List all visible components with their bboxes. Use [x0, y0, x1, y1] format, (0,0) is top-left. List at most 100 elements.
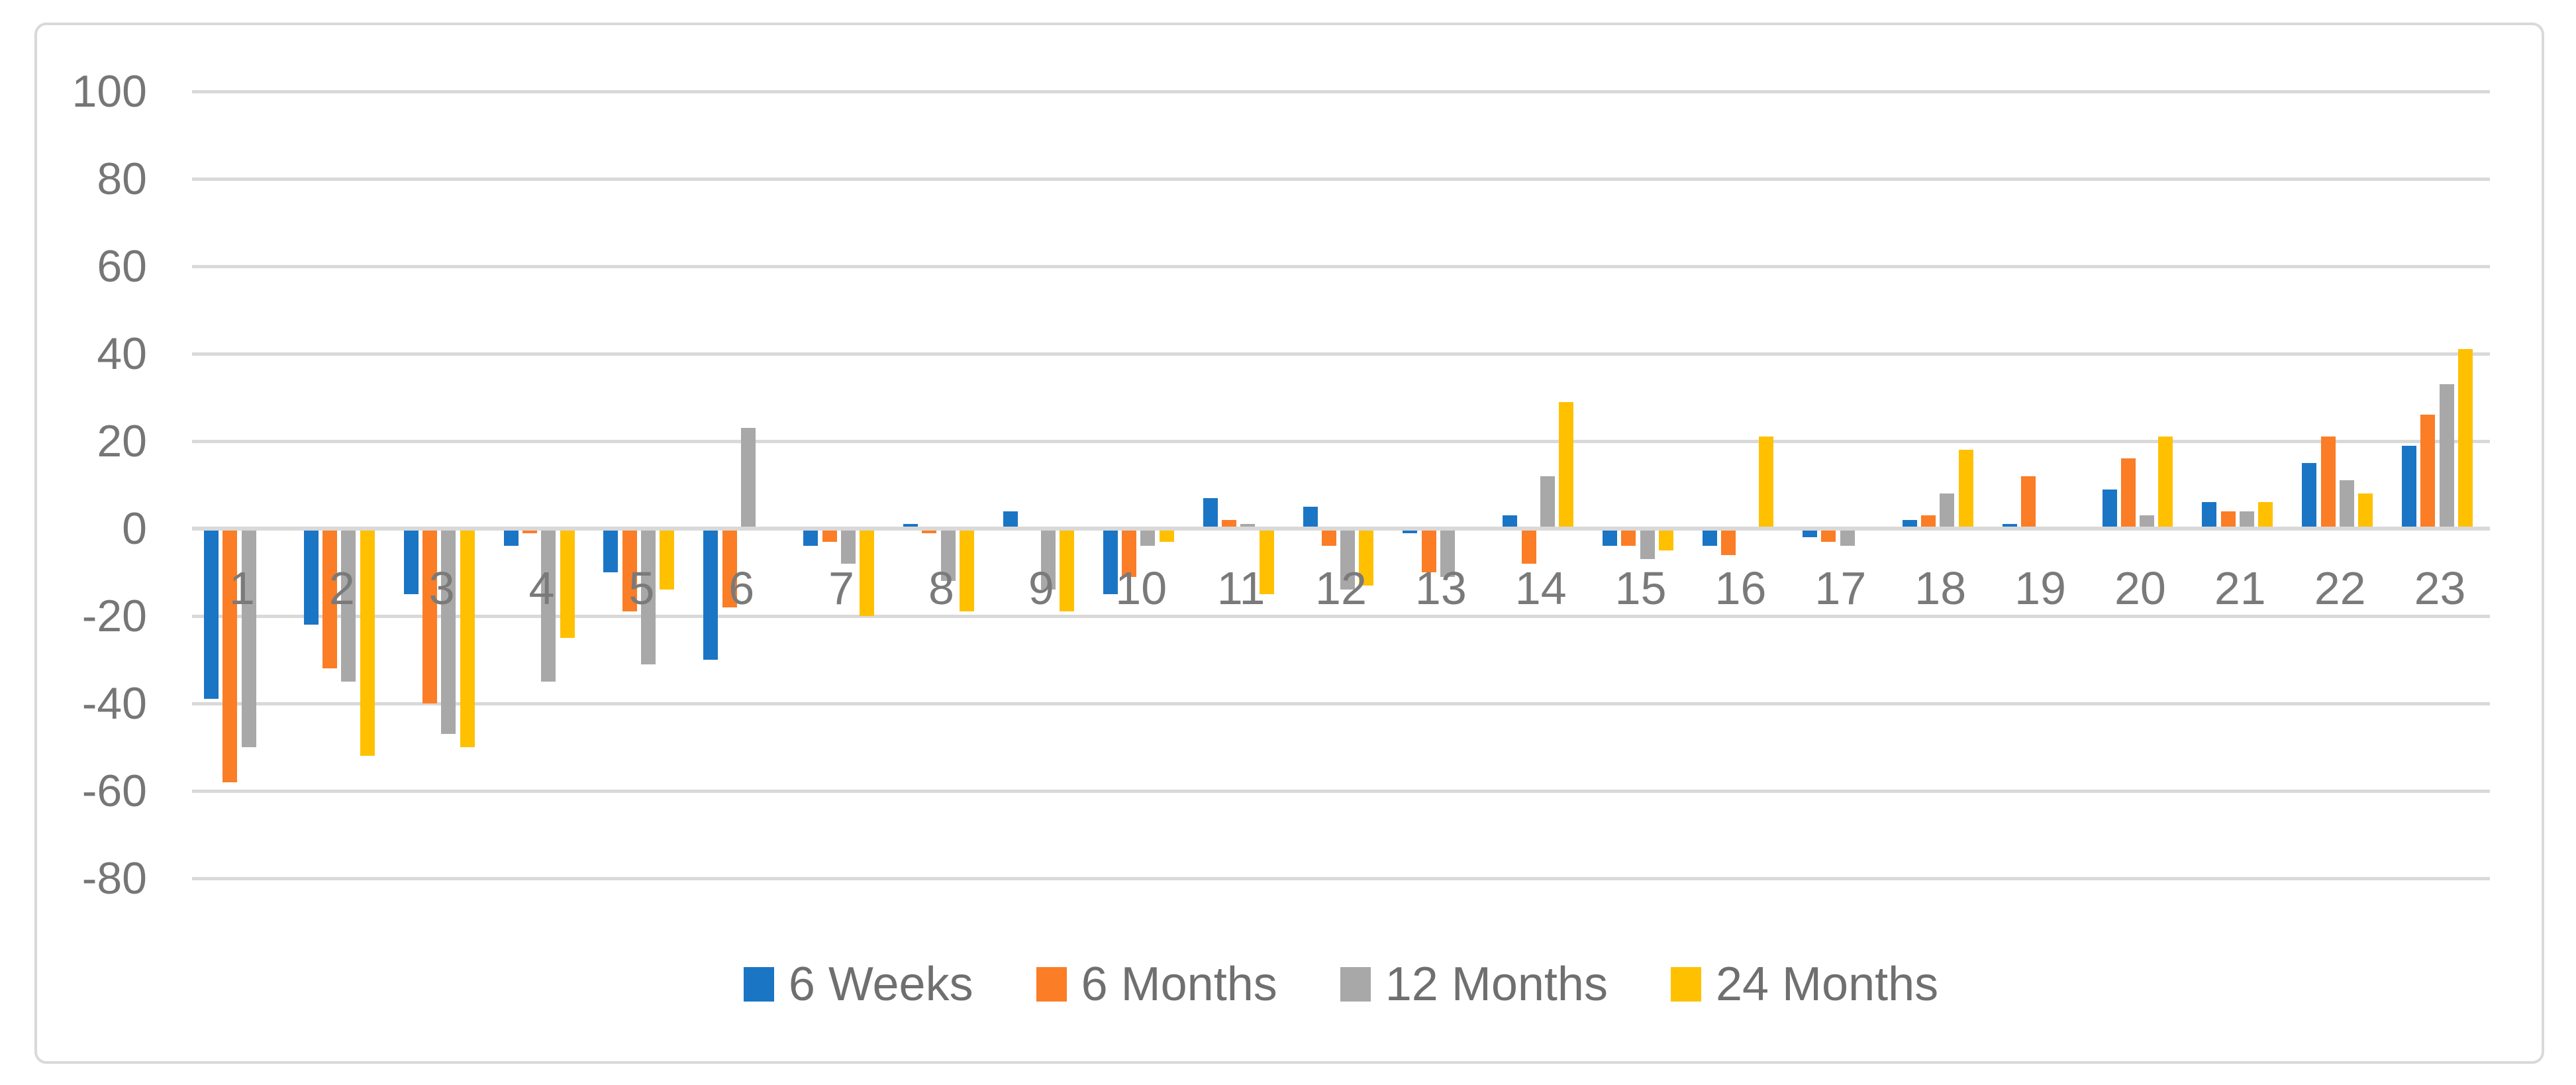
bar-6-weeks-cat-4 [503, 529, 519, 546]
x-axis-tick-label: 5 [628, 562, 655, 614]
bar-12-months-cat-21 [2239, 511, 2254, 529]
legend-swatch-12-months [1340, 967, 1371, 1002]
bar-6-weeks-cat-22 [2302, 463, 2317, 529]
bar-24-months-cat-18 [1958, 450, 1973, 529]
bar-6-months-cat-7 [822, 529, 837, 542]
bar-24-months-cat-11 [1259, 529, 1274, 594]
bar-12-months-cat-4 [541, 529, 556, 682]
x-axis-tick-label: 19 [2014, 562, 2066, 614]
x-axis-tick-label: 13 [1414, 562, 1467, 614]
bar-6-weeks-cat-12 [1303, 507, 1318, 529]
y-axis-tick-label: -60 [81, 766, 147, 816]
gridline [192, 615, 2490, 618]
legend-label: 6 Months [1081, 958, 1277, 1011]
bar-6-weeks-cat-18 [1902, 519, 1917, 529]
bar-6-weeks-cat-21 [2202, 502, 2217, 529]
bar-12-months-cat-1 [241, 529, 256, 747]
bar-24-months-cat-16 [1758, 437, 1773, 529]
bar-6-months-cat-1 [223, 529, 238, 782]
bar-12-months-cat-5 [641, 529, 656, 664]
y-axis-tick-label: 80 [97, 154, 147, 204]
bar-6-months-cat-22 [2320, 437, 2336, 529]
bar-6-months-cat-16 [1721, 529, 1736, 555]
bar-6-weeks-cat-9 [1003, 511, 1018, 529]
bar-6-weeks-cat-11 [1203, 497, 1218, 529]
gridline [192, 877, 2490, 880]
bar-6-months-cat-8 [922, 529, 937, 533]
bar-6-weeks-cat-1 [204, 529, 219, 699]
bar-24-months-cat-7 [860, 529, 875, 616]
x-axis-tick-label: 20 [2114, 562, 2166, 614]
x-axis-tick-label: 12 [1315, 562, 1367, 614]
bar-6-weeks-cat-7 [803, 529, 818, 546]
y-axis-tick-label: 20 [97, 416, 147, 466]
bar-24-months-cat-15 [1659, 529, 1674, 550]
y-axis-tick-label: -20 [81, 591, 147, 641]
legend-item-12-months: 12 Months [1340, 959, 1608, 1009]
gridline [192, 265, 2490, 268]
x-axis-tick-label: 6 [728, 562, 755, 614]
x-axis-tick-label: 8 [928, 562, 954, 614]
gridline [192, 90, 2490, 93]
bar-6-weeks-cat-17 [1802, 529, 1817, 538]
bar-6-months-cat-18 [1921, 515, 1936, 529]
bar-6-weeks-cat-8 [903, 524, 918, 529]
x-axis-tick-label: 17 [1814, 562, 1867, 614]
y-axis-tick-label: 0 [122, 503, 147, 554]
bar-6-weeks-cat-5 [603, 529, 619, 572]
y-axis-tick-label: 60 [97, 241, 147, 291]
gridline [192, 352, 2490, 356]
legend-item-24-months: 24 Months [1670, 959, 1938, 1009]
bar-24-months-cat-21 [2258, 502, 2273, 529]
bar-6-months-cat-4 [522, 529, 537, 533]
bar-24-months-cat-5 [660, 529, 675, 590]
bar-24-months-cat-10 [1159, 529, 1174, 542]
x-axis-tick-label: 7 [828, 562, 855, 614]
bar-24-months-cat-3 [460, 529, 475, 747]
x-axis-tick-label: 14 [1514, 562, 1567, 614]
bar-6-months-cat-19 [2020, 476, 2036, 529]
bar-6-months-cat-14 [1521, 529, 1536, 564]
x-axis-tick-label: 10 [1115, 562, 1167, 614]
bar-6-weeks-cat-19 [2002, 524, 2017, 529]
legend-item-6-weeks: 6 Weeks [743, 959, 973, 1009]
bar-24-months-cat-4 [560, 529, 575, 638]
bar-24-months-cat-22 [2358, 493, 2373, 529]
bar-6-months-cat-23 [2420, 415, 2436, 529]
bar-6-weeks-cat-15 [1603, 529, 1618, 546]
zero-gridline [192, 527, 2490, 531]
legend-swatch-6-weeks [743, 967, 774, 1002]
bar-12-months-cat-10 [1140, 529, 1156, 546]
bar-6-months-cat-6 [722, 529, 737, 607]
bar-12-months-cat-9 [1040, 529, 1056, 590]
x-axis-tick-label: 22 [2314, 562, 2366, 614]
bar-12-months-cat-14 [1540, 476, 1555, 529]
bar-6-weeks-cat-3 [403, 529, 419, 594]
bar-6-months-cat-17 [1821, 529, 1836, 542]
bar-6-weeks-cat-16 [1703, 529, 1718, 546]
bar-12-months-cat-20 [2140, 515, 2155, 529]
bar-12-months-cat-3 [441, 529, 456, 735]
bar-12-months-cat-15 [1640, 529, 1655, 560]
legend-label: 12 Months [1385, 958, 1608, 1011]
x-axis-tick-label: 15 [1614, 562, 1667, 614]
bar-12-months-cat-23 [2439, 384, 2454, 529]
bar-6-months-cat-10 [1122, 529, 1137, 577]
bar-12-months-cat-8 [940, 529, 956, 582]
bar-12-months-cat-6 [740, 428, 756, 529]
x-axis-tick-label: 2 [328, 562, 355, 614]
bar-24-months-cat-8 [959, 529, 974, 612]
bar-12-months-cat-13 [1440, 529, 1456, 577]
bar-6-months-cat-3 [422, 529, 438, 703]
bar-6-weeks-cat-2 [303, 529, 319, 625]
bar-24-months-cat-14 [1559, 401, 1574, 529]
legend: 6 Weeks 6 Months 12 Months 24 Months [192, 959, 2490, 1009]
bar-24-months-cat-12 [1359, 529, 1374, 586]
bar-6-weeks-cat-6 [703, 529, 718, 660]
bar-6-weeks-cat-14 [1503, 515, 1518, 529]
bar-12-months-cat-11 [1240, 524, 1256, 529]
gridline [192, 702, 2490, 705]
bar-12-months-cat-18 [1940, 493, 1955, 529]
bar-24-months-cat-9 [1059, 529, 1074, 612]
